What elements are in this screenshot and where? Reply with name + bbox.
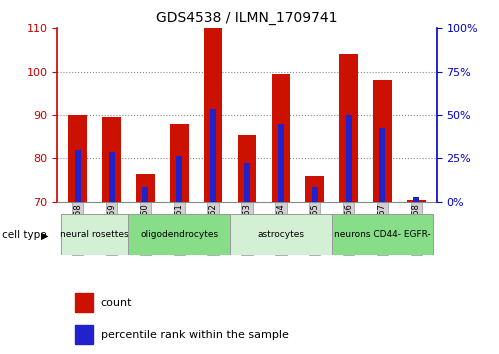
Bar (278, 124, 284, 202)
Text: count: count (101, 298, 132, 308)
Bar (129, 214, 230, 255)
Bar (238, 135, 256, 202)
Bar (407, 200, 426, 202)
Bar (136, 173, 155, 202)
Bar (204, 28, 223, 202)
Text: percentile rank within the sample: percentile rank within the sample (101, 330, 289, 339)
Text: astrocytes: astrocytes (257, 230, 304, 239)
Bar (102, 117, 121, 202)
Bar (339, 54, 358, 202)
Bar (210, 109, 216, 202)
Bar (230, 214, 332, 255)
Bar (75, 325, 93, 344)
Text: neurons CD44- EGFR-: neurons CD44- EGFR- (334, 230, 431, 239)
Text: ▶: ▶ (41, 230, 48, 240)
Title: GDS4538 / ILMN_1709741: GDS4538 / ILMN_1709741 (156, 11, 338, 24)
Text: cell type: cell type (2, 230, 47, 240)
Bar (61, 214, 129, 255)
Bar (170, 124, 189, 202)
Bar (75, 150, 81, 202)
Bar (271, 74, 290, 202)
Bar (332, 214, 433, 255)
Bar (75, 293, 93, 312)
Bar (176, 156, 182, 202)
Bar (345, 115, 352, 202)
Bar (312, 187, 318, 202)
Bar (244, 163, 250, 202)
Bar (108, 152, 115, 202)
Bar (68, 115, 87, 202)
Bar (142, 187, 149, 202)
Bar (373, 80, 392, 202)
Text: neural rosettes: neural rosettes (60, 230, 129, 239)
Bar (413, 198, 419, 202)
Bar (379, 128, 386, 202)
Text: oligodendrocytes: oligodendrocytes (140, 230, 219, 239)
Bar (305, 176, 324, 202)
